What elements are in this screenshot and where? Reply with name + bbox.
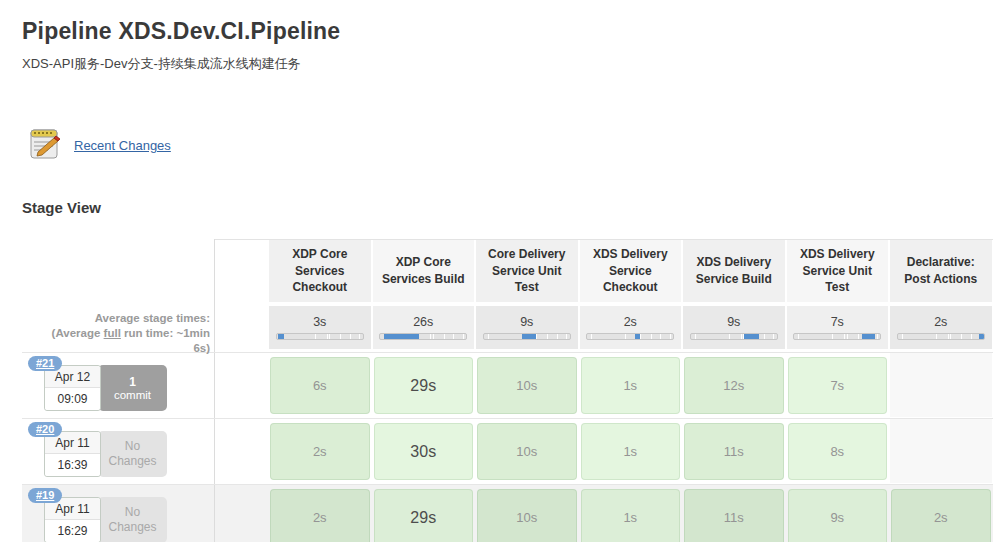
build-time: 16:29 — [45, 520, 100, 542]
stage-header-7: Declarative: Post Actions — [890, 240, 992, 302]
header-left-spacer — [22, 239, 215, 305]
stage-result-cell[interactable]: 1s — [581, 357, 681, 414]
stage-header-2: XDP Core Services Build — [373, 240, 475, 302]
stage-time-progress-bar — [793, 333, 881, 340]
build-changes-line1: No — [125, 505, 140, 520]
stage-header-1: XDP Core Services Checkout — [269, 240, 371, 302]
build-time: 09:09 — [45, 388, 100, 410]
stage-time-progress-bar — [690, 333, 778, 340]
stage-header-5: XDS Delivery Service Build — [683, 240, 785, 302]
build-row-21: #21Apr 1209:091commit6s29s10s1s12s7s — [22, 352, 993, 418]
build-time: 16:39 — [45, 454, 100, 476]
stage-time-progress-bar — [276, 333, 364, 340]
stage-result-cell[interactable]: 29s — [374, 489, 474, 542]
average-stage-time-value: 9s — [727, 315, 740, 329]
build-info-cell: #21Apr 1209:091commit — [22, 353, 215, 418]
stage-result-cell[interactable]: 10s — [477, 489, 577, 542]
build-info-cell: #19Apr 1116:29NoChanges — [22, 485, 215, 542]
build-changes-line2: Changes — [108, 454, 156, 469]
average-stage-time-cell: 26s — [373, 306, 475, 349]
average-times-label-cell: Average stage times: (Average full run t… — [22, 305, 215, 352]
stage-header-6: XDS Delivery Service Unit Test — [787, 240, 889, 302]
build-row-gap — [215, 485, 268, 542]
build-row-gap — [215, 353, 268, 418]
build-id-badge[interactable]: #19 — [28, 488, 62, 503]
build-changes-box: NoChanges — [98, 431, 167, 477]
recent-changes-row: Recent Changes — [26, 125, 1000, 165]
stage-result-cell[interactable]: 7s — [788, 357, 888, 414]
average-times-label: Average stage times: (Average full run t… — [52, 311, 210, 356]
average-stage-time-value: 3s — [313, 315, 326, 329]
average-stage-time-value: 2s — [934, 315, 947, 329]
stage-header-row: XDP Core Services CheckoutXDP Core Servi… — [22, 239, 993, 305]
stage-result-cell[interactable]: 11s — [684, 423, 784, 480]
build-date-box[interactable]: Apr 1116:39 — [44, 431, 101, 477]
build-id-badge[interactable]: #20 — [28, 422, 62, 437]
stage-time-progress-bar — [379, 333, 467, 340]
stage-result-cell[interactable]: 9s — [788, 489, 888, 542]
build-info-cell: #20Apr 1116:39NoChanges — [22, 419, 215, 484]
build-changes-box: NoChanges — [98, 497, 167, 542]
average-stage-time-cell: 3s — [269, 306, 371, 349]
stage-header-3: Core Delivery Service Unit Test — [476, 240, 578, 302]
pipeline-page: Pipeline XDS.Dev.CI.Pipeline XDS-API服务-D… — [0, 0, 1000, 542]
build-widget: #21Apr 1209:091commit — [22, 353, 214, 411]
stage-result-cell[interactable]: 1s — [581, 423, 681, 480]
build-widget: #20Apr 1116:39NoChanges — [22, 419, 214, 477]
recent-changes-link[interactable]: Recent Changes — [74, 138, 171, 153]
build-changes-line2: Changes — [108, 520, 156, 535]
average-stage-time-cell: 7s — [787, 306, 889, 349]
stage-result-cell[interactable]: 11s — [684, 489, 784, 542]
average-stage-time-value: 7s — [831, 315, 844, 329]
stage-result-cell[interactable]: 2s — [270, 489, 370, 542]
stage-time-progress-bar — [586, 333, 674, 340]
stage-time-progress-bar — [483, 333, 571, 340]
stage-result-cell[interactable]: 10s — [477, 423, 577, 480]
build-changes-box[interactable]: 1commit — [98, 365, 167, 411]
build-row-gap — [215, 419, 268, 484]
page-title: Pipeline XDS.Dev.CI.Pipeline — [0, 0, 1000, 45]
average-stage-time-value: 9s — [520, 315, 533, 329]
build-id-badge[interactable]: #21 — [28, 356, 62, 371]
average-stage-time-value: 26s — [413, 315, 433, 329]
stage-result-cell[interactable]: 2s — [891, 489, 991, 542]
build-date-box[interactable]: Apr 1116:29 — [44, 497, 101, 542]
stage-result-cell[interactable]: 12s — [684, 357, 784, 414]
stage-result-cell[interactable]: 8s — [788, 423, 888, 480]
average-gap — [215, 305, 268, 352]
page-subtitle: XDS-API服务-Dev分支-持续集成流水线构建任务 — [0, 45, 1000, 73]
build-changes-line1: 1 — [129, 375, 136, 389]
average-stage-time-cell: 9s — [683, 306, 785, 349]
stage-header-4: XDS Delivery Service Checkout — [580, 240, 682, 302]
stage-result-cell[interactable]: 10s — [477, 357, 577, 414]
stage-result-cell[interactable]: 6s — [270, 357, 370, 414]
stage-result-cell[interactable]: 29s — [374, 357, 474, 414]
stage-time-progress-bar — [897, 333, 985, 340]
average-stage-time-cell: 9s — [476, 306, 578, 349]
build-changes-line1: No — [125, 439, 140, 454]
build-changes-line2: commit — [114, 389, 151, 401]
average-stage-time-cell: 2s — [890, 306, 992, 349]
average-stage-time-value: 2s — [624, 315, 637, 329]
notepad-icon — [26, 125, 64, 165]
average-times-row: Average stage times: (Average full run t… — [22, 305, 993, 352]
full-run-time-term: full — [104, 327, 121, 339]
stage-result-cell[interactable]: 2s — [270, 423, 370, 480]
build-widget: #19Apr 1116:29NoChanges — [22, 485, 214, 542]
stage-empty-cell — [890, 353, 992, 417]
build-row-19: #19Apr 1116:29NoChanges2s29s10s1s11s9s2s — [22, 484, 993, 542]
build-date-box[interactable]: Apr 1209:09 — [44, 365, 101, 411]
stage-result-cell[interactable]: 1s — [581, 489, 681, 542]
stage-result-cell[interactable]: 30s — [374, 423, 474, 480]
build-row-20: #20Apr 1116:39NoChanges2s30s10s1s11s8s — [22, 418, 993, 484]
stage-view-heading: Stage View — [22, 199, 1000, 216]
stage-empty-cell — [890, 419, 992, 483]
average-stage-time-cell: 2s — [580, 306, 682, 349]
stage-view-table: XDP Core Services CheckoutXDP Core Servi… — [22, 239, 993, 542]
header-gap — [215, 239, 268, 305]
